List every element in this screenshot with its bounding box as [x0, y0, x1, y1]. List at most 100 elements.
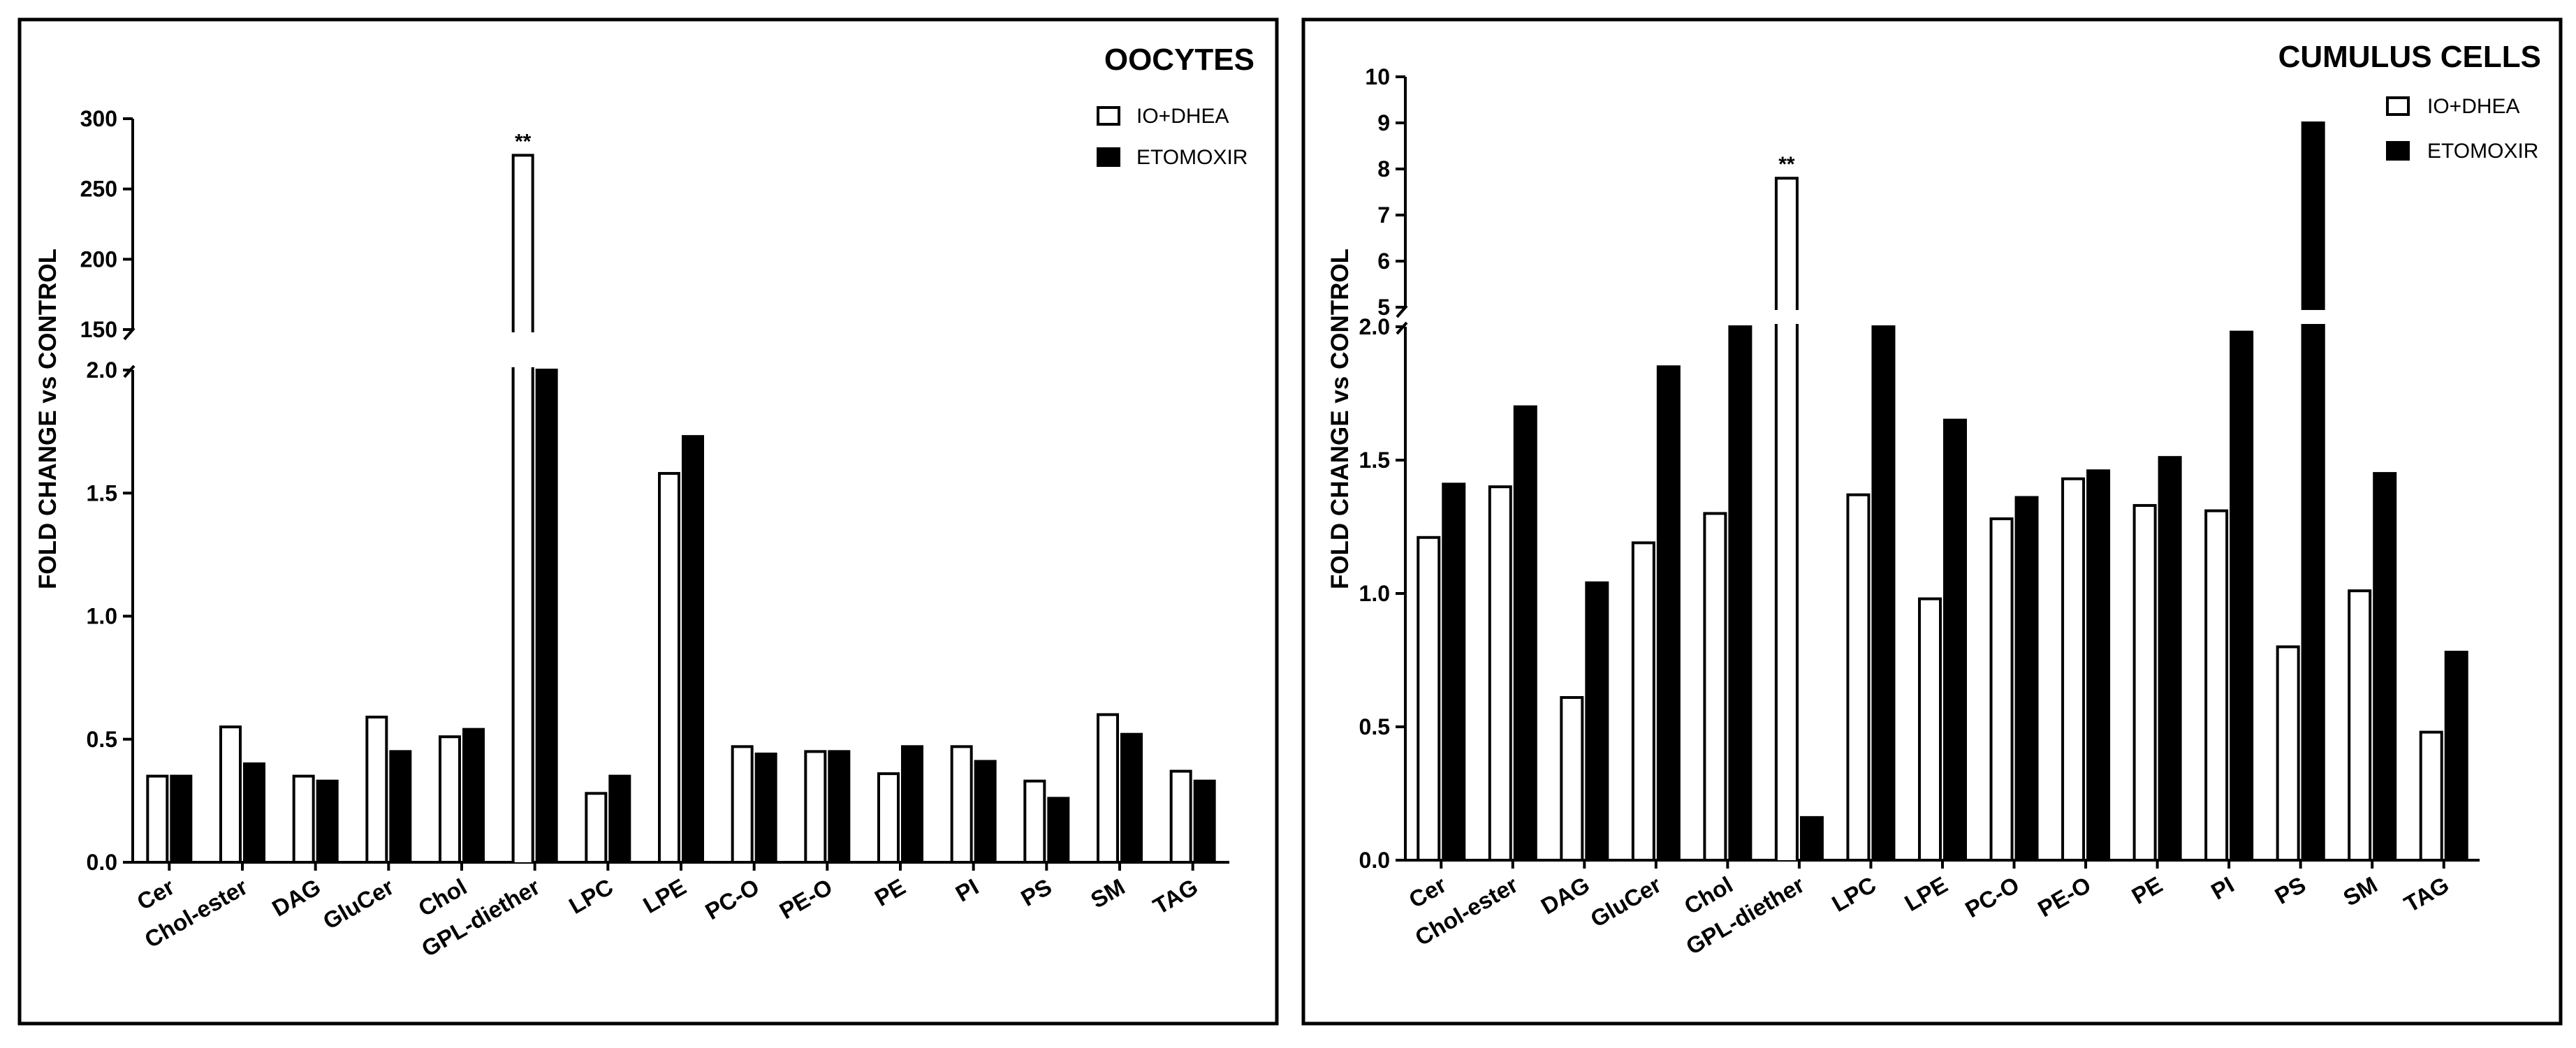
y-tick-label: 7	[1377, 202, 1390, 228]
bar	[1989, 517, 2014, 862]
bar	[1047, 797, 1070, 864]
bar-etomoxir	[1943, 418, 1967, 862]
bar	[1728, 325, 1752, 862]
panel-frame	[17, 17, 1279, 1026]
bar-io-dhea	[658, 472, 680, 864]
bar	[1799, 815, 1824, 862]
bar	[901, 745, 923, 864]
bar-io-dhea	[365, 716, 388, 864]
bar	[754, 752, 777, 864]
bar	[1513, 405, 1537, 862]
legend-label: IO+DHEA	[2427, 95, 2520, 118]
legend-label: IO+DHEA	[1136, 105, 1229, 128]
bar-io-dhea	[1703, 512, 1727, 862]
y-tick-label: 0.5	[87, 727, 117, 752]
bar-io-dhea	[1417, 536, 1441, 862]
bar-etomoxir	[2158, 456, 2182, 862]
bar	[974, 760, 997, 864]
y-tick-label: 10	[1365, 64, 1390, 89]
bar-etomoxir	[901, 745, 923, 864]
bar-io-dhea	[1169, 769, 1192, 864]
bar-io-dhea	[585, 792, 608, 864]
bar	[1120, 732, 1143, 864]
bar-io-dhea	[1846, 493, 1871, 862]
bar-etomoxir	[1120, 732, 1143, 864]
bar-etomoxir	[682, 435, 704, 864]
bar-fill	[1776, 178, 1797, 310]
bar-etomoxir	[2230, 330, 2254, 862]
bar	[1560, 695, 1584, 862]
bar-etomoxir	[828, 750, 851, 864]
bar	[1871, 325, 1896, 862]
bar-etomoxir	[170, 774, 193, 864]
bar-etomoxir	[1728, 325, 1752, 862]
y-tick-label: 0.0	[1359, 848, 1390, 873]
bar-etomoxir	[316, 779, 339, 864]
legend: IO+DHEA ETOMOXIR	[1097, 105, 1247, 169]
bar-etomoxir	[2373, 472, 2397, 862]
bar	[828, 750, 851, 864]
y-axis-label: FOLD CHANGE vs CONTROL	[1326, 249, 1354, 589]
bar	[585, 792, 608, 864]
bar	[2444, 651, 2468, 862]
y-tick-label: 1.5	[87, 480, 117, 505]
y-tick-label: 2.0	[1359, 314, 1390, 339]
bar-io-dhea	[439, 735, 461, 864]
bar-io-dhea	[292, 774, 315, 864]
bar-etomoxir	[1513, 405, 1537, 862]
bar-edge	[1774, 177, 1799, 310]
y-tick-label: 300	[80, 106, 117, 131]
y-tick-label: 0.5	[1359, 714, 1390, 739]
bar-edge	[1774, 324, 1799, 860]
bar-io-dhea	[804, 750, 827, 864]
bar-edge	[511, 154, 534, 332]
bar	[389, 750, 412, 864]
chart-panel-1: OOCYTES FOLD CHANGE vs CONTROL 0.0 0.5 1.0 1.…	[17, 17, 1279, 1026]
bar	[2301, 121, 2325, 862]
y-tick-label: 9	[1377, 110, 1390, 135]
bar	[1023, 779, 1046, 864]
bar-io-dhea	[2061, 477, 2086, 862]
bar	[1774, 177, 1799, 862]
bar-io-dhea	[1023, 779, 1046, 864]
bar-io-dhea	[2132, 503, 2157, 862]
bar	[1631, 541, 1655, 862]
bar-fill	[2302, 324, 2324, 860]
bar	[1193, 779, 1216, 864]
bar	[877, 772, 900, 864]
bar-io-dhea	[146, 774, 169, 864]
bar	[1703, 512, 1727, 862]
bar	[511, 154, 534, 864]
bar-etomoxir	[1656, 365, 1681, 862]
legend-label: ETOMOXIR	[2427, 140, 2538, 163]
bar-io-dhea	[2204, 509, 2229, 862]
bar-io-dhea	[219, 725, 242, 864]
chart-title: CUMULUS CELLS	[2278, 40, 2541, 74]
bar	[804, 750, 827, 864]
bar-io-dhea	[1631, 541, 1655, 862]
bar-etomoxir	[608, 774, 631, 864]
bar	[950, 745, 973, 864]
bar	[2419, 730, 2443, 862]
bar	[1656, 365, 1681, 862]
bar-io-dhea	[2348, 589, 2372, 862]
bar	[2348, 589, 2372, 862]
legend: IO+DHEA ETOMOXIR	[2386, 95, 2538, 163]
significance-annotation: **	[1778, 153, 1795, 176]
y-axis-label: FOLD CHANGE vs CONTROL	[34, 249, 61, 589]
bar	[1442, 482, 1466, 862]
bar	[2204, 509, 2229, 862]
chart-panel-2: CUMULUS CELLS FOLD CHANGE vs CONTROL 0.0 0.…	[1301, 17, 2563, 1026]
bar	[535, 369, 558, 864]
bar	[462, 728, 485, 864]
bar	[2014, 496, 2039, 862]
bar	[2132, 503, 2157, 862]
legend-swatch	[1097, 106, 1120, 126]
bar-etomoxir	[1047, 797, 1070, 864]
bar-etomoxir	[1871, 325, 1896, 862]
y-tick-label: 150	[80, 317, 117, 342]
bar	[170, 774, 193, 864]
bar	[2086, 469, 2111, 862]
bar-etomoxir	[1585, 581, 1609, 862]
bar-io-dhea	[1488, 485, 1512, 862]
